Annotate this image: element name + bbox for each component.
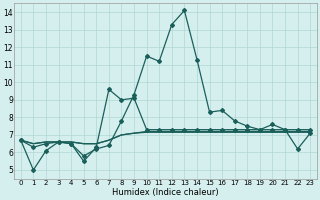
X-axis label: Humidex (Indice chaleur): Humidex (Indice chaleur): [112, 188, 219, 197]
